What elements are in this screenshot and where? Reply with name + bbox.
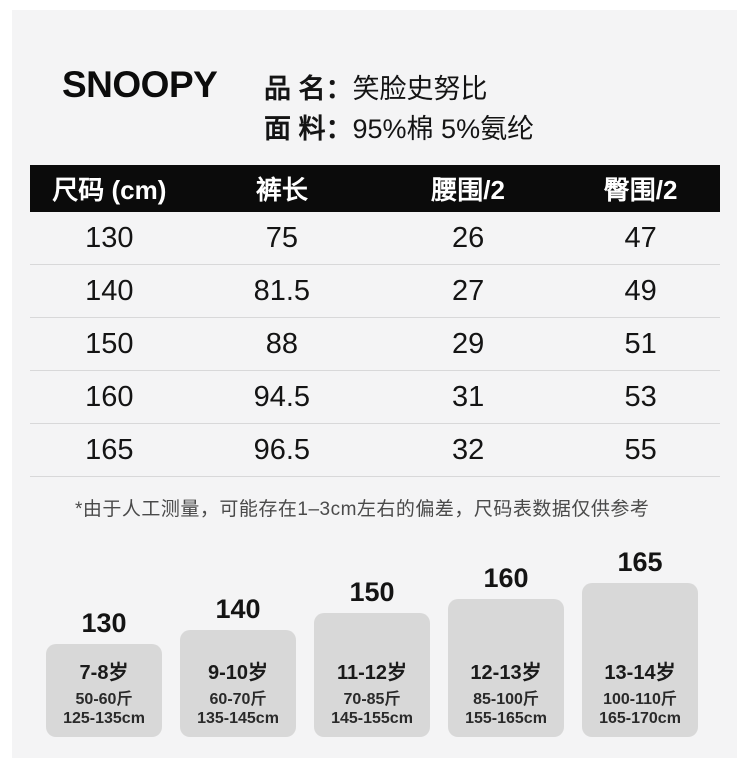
product-name-line: 品 名：笑脸史努比: [264, 69, 534, 109]
product-fabric-label: 面 料：: [264, 114, 353, 144]
table-cell-waist: 26: [452, 221, 485, 254]
bar-age-range: 12-13岁: [470, 662, 542, 684]
table-row: 160 94.5 31 53: [30, 371, 720, 424]
table-cell-waist: 29: [452, 327, 485, 360]
table-cell-pant-length: 75: [265, 221, 298, 254]
table-cell-size: 160: [85, 380, 134, 413]
size-bar-label: 150: [349, 577, 395, 607]
size-bar: 150 11-12岁 70-85斤 145-155cm: [314, 579, 430, 737]
table-cell-waist: 31: [452, 380, 485, 413]
size-bar-label: 130: [81, 608, 127, 638]
size-bar-block: 7-8岁 50-60斤 125-135cm: [46, 644, 162, 737]
size-bar: 165 13-14岁 100-110斤 165-170cm: [582, 549, 698, 737]
table-row: 165 96.5 32 55: [30, 424, 720, 477]
size-bar-block: 9-10岁 60-70斤 135-145cm: [180, 630, 296, 737]
header-cell-waist: 腰围/2: [431, 175, 505, 205]
header-cell-pant-length: 裤长: [255, 175, 308, 205]
size-table-header: 尺码 (cm) 裤长 腰围/2 臀围/2: [30, 165, 720, 212]
bar-age-range: 13-14岁: [604, 662, 676, 684]
table-row: 130 75 26 47: [30, 212, 720, 265]
header-cell-size: 尺码 (cm): [52, 175, 167, 205]
table-cell-hip: 53: [624, 380, 657, 413]
bar-age-range: 7-8岁: [79, 662, 129, 684]
product-info: 品 名：笑脸史努比 面 料：95%棉 5%氨纶: [264, 69, 534, 149]
table-cell-size: 165: [85, 433, 134, 466]
table-cell-size: 130: [85, 221, 134, 254]
size-bar-block: 12-13岁 85-100斤 155-165cm: [448, 599, 564, 737]
bar-weight-range: 50-60斤: [75, 691, 133, 708]
table-cell-waist: 32: [452, 433, 485, 466]
product-fabric-value: 95%棉 5%氨纶: [352, 114, 535, 144]
bar-height-range: 135-145cm: [197, 710, 279, 727]
size-table-body: 130 75 26 47 140 81.5 27 49 150 88 29 51…: [30, 212, 720, 477]
bar-age-range: 9-10岁: [207, 662, 269, 684]
header-cell-hip: 臀围/2: [603, 175, 678, 205]
product-fabric-line: 面 料：95%棉 5%氨纶: [264, 109, 534, 149]
bar-age-range: 11-12岁: [336, 662, 408, 684]
bar-weight-range: 70-85斤: [343, 691, 401, 708]
bar-weight-range: 60-70斤: [209, 691, 267, 708]
table-cell-hip: 51: [624, 327, 657, 360]
product-name-value: 笑脸史努比: [352, 74, 488, 104]
size-bar-label: 165: [617, 547, 663, 577]
table-cell-pant-length: 96.5: [253, 433, 311, 466]
size-bar: 130 7-8岁 50-60斤 125-135cm: [46, 610, 162, 737]
table-cell-hip: 49: [624, 274, 657, 307]
bar-height-range: 125-135cm: [63, 710, 145, 727]
bar-weight-range: 85-100斤: [473, 691, 539, 708]
bar-height-range: 155-165cm: [465, 710, 547, 727]
size-bar: 160 12-13岁 85-100斤 155-165cm: [448, 565, 564, 737]
measurement-note: *由于人工测量，可能存在1–3cm左右的偏差，尺码表数据仅供参考: [75, 499, 650, 520]
size-bar-block: 13-14岁 100-110斤 165-170cm: [582, 583, 698, 737]
size-bar-label: 140: [215, 594, 261, 624]
size-recommendation-chart: 130 7-8岁 50-60斤 125-135cm 140 9-10岁 60-7…: [46, 549, 704, 737]
table-cell-hip: 55: [624, 433, 657, 466]
table-cell-waist: 27: [452, 274, 485, 307]
bar-weight-range: 100-110斤: [603, 691, 677, 708]
brand-logo: SNOOPY: [62, 64, 218, 105]
table-row: 140 81.5 27 49: [30, 265, 720, 318]
bar-height-range: 145-155cm: [331, 710, 413, 727]
size-bar-block: 11-12岁 70-85斤 145-155cm: [314, 613, 430, 737]
table-cell-hip: 47: [624, 221, 657, 254]
table-row: 150 88 29 51: [30, 318, 720, 371]
table-cell-pant-length: 81.5: [253, 274, 311, 307]
bar-height-range: 165-170cm: [599, 710, 681, 727]
table-cell-size: 140: [85, 274, 134, 307]
table-cell-pant-length: 94.5: [253, 380, 311, 413]
table-cell-pant-length: 88: [265, 327, 298, 360]
size-bar: 140 9-10岁 60-70斤 135-145cm: [180, 596, 296, 737]
table-cell-size: 150: [85, 327, 134, 360]
size-bar-label: 160: [483, 563, 529, 593]
product-name-label: 品 名：: [264, 74, 353, 104]
